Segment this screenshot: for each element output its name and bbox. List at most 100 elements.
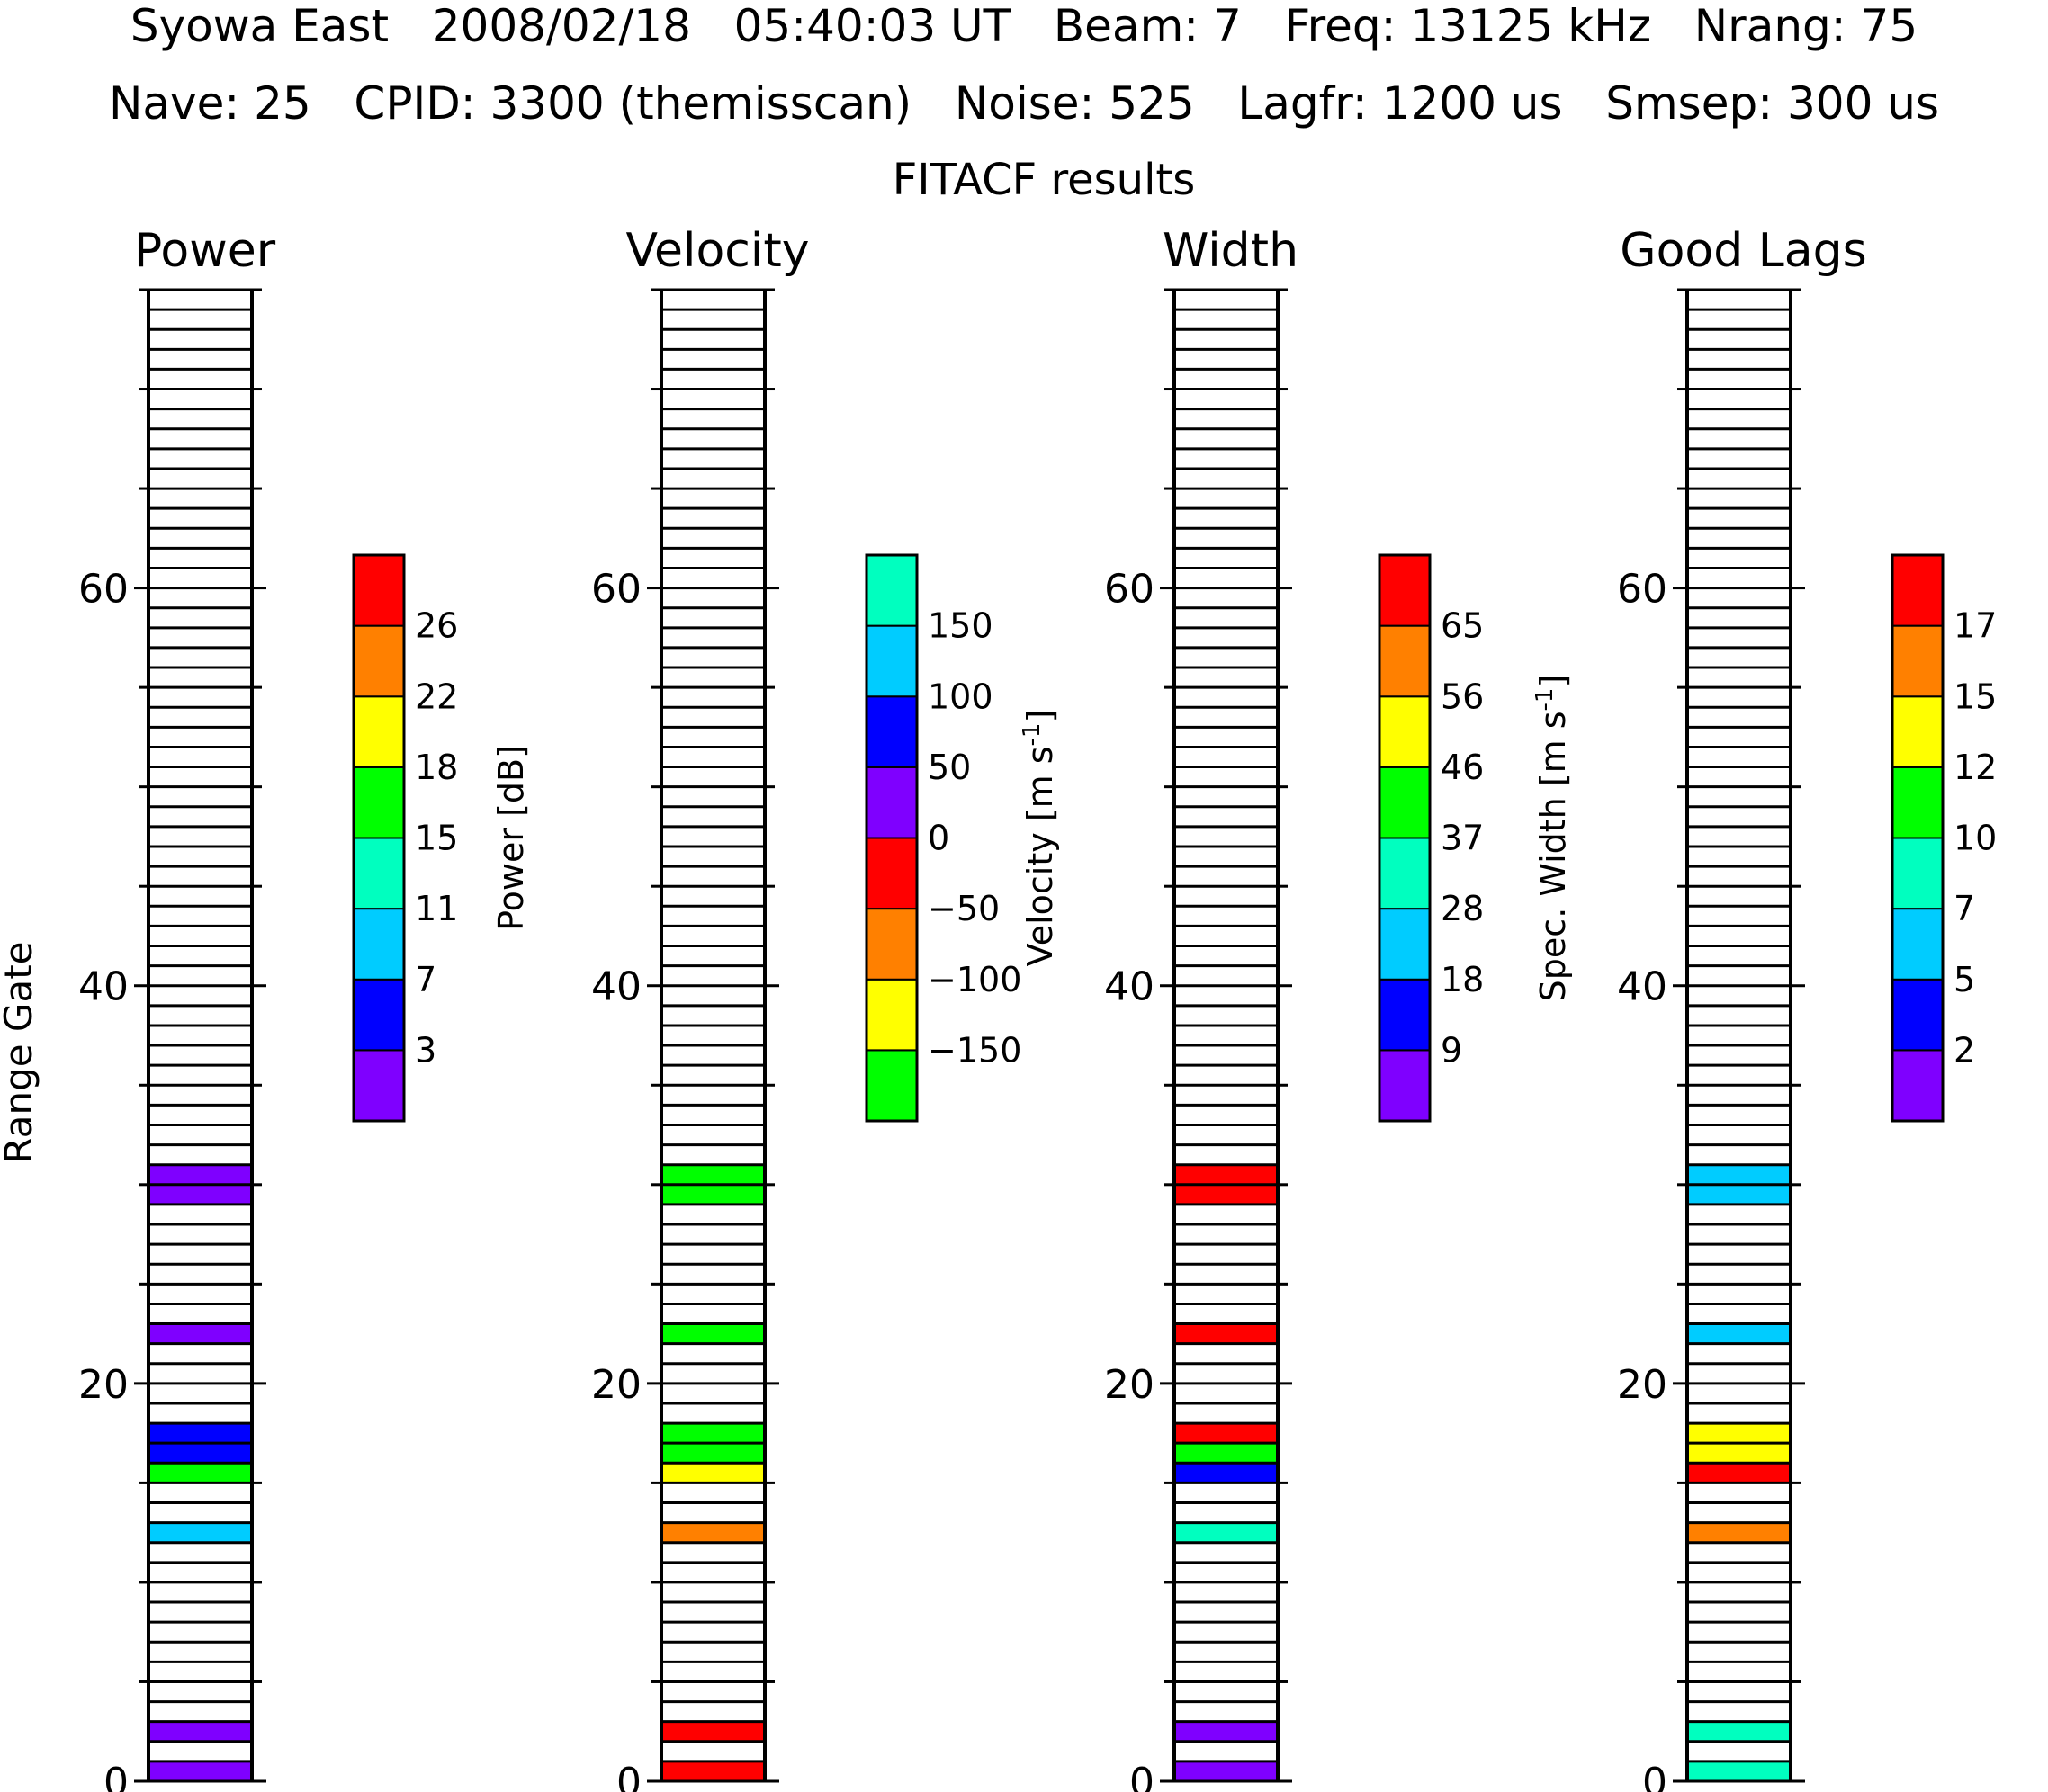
colorbar-tick-label: 26	[415, 606, 458, 646]
gate-cell	[148, 1164, 252, 1185]
colorbar-tick-label: 9	[1441, 1030, 1462, 1070]
gate-cell	[1687, 1323, 1791, 1344]
colorbar-tick-label: 28	[1441, 889, 1484, 928]
gate-cell	[1687, 1423, 1791, 1444]
panel-title: Good Lags	[1620, 224, 1866, 278]
y-tick-label: 20	[1617, 1362, 1667, 1408]
y-tick-label: 20	[1104, 1362, 1154, 1408]
colorbar-frame	[1891, 553, 1945, 1123]
y-tick-label: 0	[103, 1760, 129, 1792]
colorbar-tick-label: −50	[928, 889, 1000, 928]
gate-cell	[661, 1721, 765, 1742]
colorbar-tick-label: 5	[1954, 960, 1975, 999]
gate-cell	[1174, 1423, 1278, 1444]
gate-cell	[1687, 1443, 1791, 1464]
colorbar-segment	[1891, 624, 1944, 698]
colorbar-segment	[1891, 1049, 1944, 1122]
colorbar-tick-label: 10	[1954, 819, 1997, 858]
y-axis-label: Range Gate	[0, 941, 40, 1163]
gate-cell	[1174, 1761, 1278, 1781]
colorbar-segment	[353, 978, 405, 1052]
colorbar-label: Good Lags [#]	[2046, 714, 2048, 961]
colorbar-frame	[352, 553, 406, 1123]
gate-cell	[1174, 1184, 1278, 1205]
colorbar-tick-label: 37	[1441, 819, 1484, 858]
colorbar-label: Spec. Width [m s-1]	[1532, 675, 1573, 1002]
gate-cell	[1174, 1463, 1278, 1483]
gate-cell	[1174, 1443, 1278, 1464]
gate-cell	[148, 1522, 252, 1543]
header-line-3: FITACF results	[893, 155, 1196, 205]
colorbar-segment	[353, 624, 405, 698]
colorbar-segment	[866, 908, 918, 981]
gate-cell	[661, 1323, 765, 1344]
panel-width: Width 0 20 40 60 9 18 28 37 46 56 65 Spec. Width [m …	[1104, 224, 1573, 1792]
colorbar-tick-label: 18	[415, 748, 458, 787]
gate-cell	[661, 1522, 765, 1543]
colorbar-segment	[866, 624, 918, 698]
colorbar-segment	[1891, 978, 1944, 1052]
colorbar-segment	[866, 695, 918, 768]
colorbar-segment	[1379, 695, 1431, 768]
header-line-1: Syowa East 2008/02/18 05:40:03 UT Beam: …	[130, 0, 1918, 52]
gate-cell	[1174, 1721, 1278, 1742]
gate-cell	[1687, 1721, 1791, 1742]
colorbar-segment	[1891, 695, 1944, 768]
colorbar-segment	[1379, 978, 1431, 1052]
colorbar-frame	[865, 553, 919, 1123]
colorbar-segment	[1891, 766, 1944, 839]
y-tick-label: 20	[591, 1362, 642, 1408]
colorbar-segment	[353, 554, 405, 627]
colorbar-segment	[1891, 908, 1944, 981]
colorbar-tick-label: 7	[415, 960, 436, 999]
gate-cell	[1687, 1761, 1791, 1781]
gate-cell	[1687, 1463, 1791, 1483]
gate-cell	[148, 1721, 252, 1742]
colorbar-segment	[1379, 554, 1431, 627]
colorbar-segment	[1379, 908, 1431, 981]
y-tick-label: 20	[78, 1362, 129, 1408]
colorbar-segment	[353, 908, 405, 981]
panel-good-lags: Good Lags 0 20 40 60 2 5 7 10 12 15 17 Good Lags [#]	[1617, 224, 2048, 1792]
gate-cell	[148, 1761, 252, 1781]
gate-cell	[1174, 1323, 1278, 1344]
colorbar-segment	[1891, 837, 1944, 910]
panel-title: Velocity	[626, 224, 810, 278]
y-tick-label: 40	[591, 964, 642, 1010]
colorbar-segment	[866, 554, 918, 627]
colorbar-label: Power [dB]	[491, 745, 531, 931]
colorbar-segment	[1379, 624, 1431, 698]
gate-cell	[1687, 1184, 1791, 1205]
colorbar-tick-label: −100	[928, 960, 1021, 999]
y-tick-label: 60	[78, 567, 129, 613]
gate-cell	[148, 1443, 252, 1464]
colorbar-tick-label: 17	[1954, 606, 1997, 646]
panel-title: Width	[1163, 224, 1298, 278]
y-tick-label: 40	[1104, 964, 1154, 1010]
gate-cell	[661, 1761, 765, 1781]
panel-velocity: Velocity 0 20 40 60 −150 −100 −50 0 50 100 150 Veloc…	[591, 224, 1060, 1792]
colorbar-segment	[353, 837, 405, 910]
y-tick-label: 0	[1129, 1760, 1154, 1792]
colorbar-tick-label: 65	[1441, 606, 1484, 646]
colorbar-tick-label: 12	[1954, 748, 1997, 787]
gate-cell	[148, 1184, 252, 1205]
colorbar-tick-label: 56	[1441, 676, 1484, 716]
gate-cell	[661, 1443, 765, 1464]
gate-cell	[148, 1423, 252, 1444]
colorbar-frame	[1378, 553, 1432, 1123]
y-tick-label: 40	[78, 964, 129, 1010]
colorbar-segment	[1379, 1049, 1431, 1122]
panel-title: Power	[134, 224, 276, 278]
colorbar-tick-label: −150	[928, 1030, 1021, 1070]
colorbar-tick-label: 15	[1954, 676, 1997, 716]
colorbar-segment	[1891, 554, 1944, 627]
gate-cell	[661, 1463, 765, 1483]
gate-cell	[1174, 1164, 1278, 1185]
colorbar-label: Velocity [m s-1]	[1019, 710, 1060, 967]
y-tick-label: 60	[1617, 567, 1667, 613]
colorbar-tick-label: 46	[1441, 748, 1484, 787]
colorbar-tick-label: 15	[415, 819, 458, 858]
header-line-2: Nave: 25 CPID: 3300 (themisscan) Noise: …	[109, 77, 1939, 130]
